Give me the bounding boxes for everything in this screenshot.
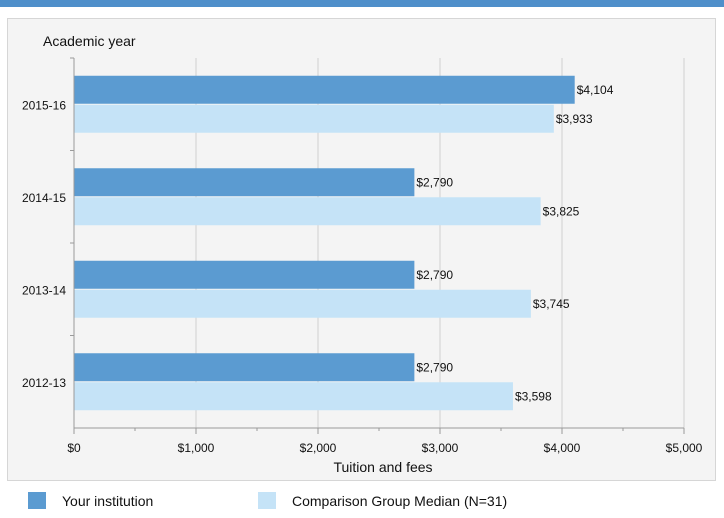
bar-your-institution [74, 353, 415, 382]
legend-item-your-institution: Your institution [28, 492, 153, 509]
bar-your-institution [74, 168, 415, 197]
bar-comparison-median [74, 197, 541, 226]
bar-value-label: $3,745 [533, 297, 570, 311]
legend-swatch-comparison-median [258, 492, 276, 509]
bar-value-label: $2,790 [416, 360, 453, 374]
legend-label-your-institution: Your institution [62, 492, 154, 509]
legend: Your institution Comparison Group Median… [7, 482, 716, 518]
legend-item-comparison-median: Comparison Group Median (N=31) [258, 492, 507, 509]
x-tick-label: $2,000 [300, 441, 337, 455]
x-tick-label: $5,000 [666, 441, 703, 455]
bar-your-institution [74, 75, 575, 104]
bar-value-label: $3,598 [515, 389, 552, 403]
bar-value-label: $4,104 [577, 83, 614, 97]
y-category-label: 2012-13 [22, 376, 66, 390]
bar-your-institution [74, 260, 415, 289]
axes-group: $0 $1,000 $2,000 $3,000 $4,000 $5,000 2015-16 2… [22, 57, 703, 455]
x-tick-label: $0 [67, 441, 81, 455]
bar-value-label: $2,790 [416, 175, 453, 189]
y-category-label: 2014-15 [22, 191, 66, 205]
bar-value-label: $3,825 [543, 204, 580, 218]
bar-chart: $4,104 $3,933 $2,790 $3,825 $2,790 $3,745 $2,7… [22, 33, 703, 475]
x-tick-label: $3,000 [422, 441, 459, 455]
bar-value-label: $3,933 [556, 112, 593, 126]
bar-comparison-median [74, 382, 513, 411]
legend-label-comparison-median: Comparison Group Median (N=31) [292, 492, 508, 509]
y-category-label: 2015-16 [22, 98, 66, 112]
bars-group: $4,104 $3,933 $2,790 $3,825 $2,790 $3,745 $2,7… [74, 75, 614, 411]
x-tick-label: $4,000 [544, 441, 581, 455]
header-accent-bar [0, 0, 724, 7]
x-tick-label: $1,000 [178, 441, 215, 455]
x-axis-title: Tuition and fees [333, 459, 432, 475]
legend-swatch-your-institution [28, 492, 46, 509]
y-category-label: 2013-14 [22, 283, 66, 297]
bar-value-label: $2,790 [416, 268, 453, 282]
bar-comparison-median [74, 104, 554, 133]
bar-comparison-median [74, 289, 531, 318]
y-axis-title: Academic year [43, 33, 136, 49]
